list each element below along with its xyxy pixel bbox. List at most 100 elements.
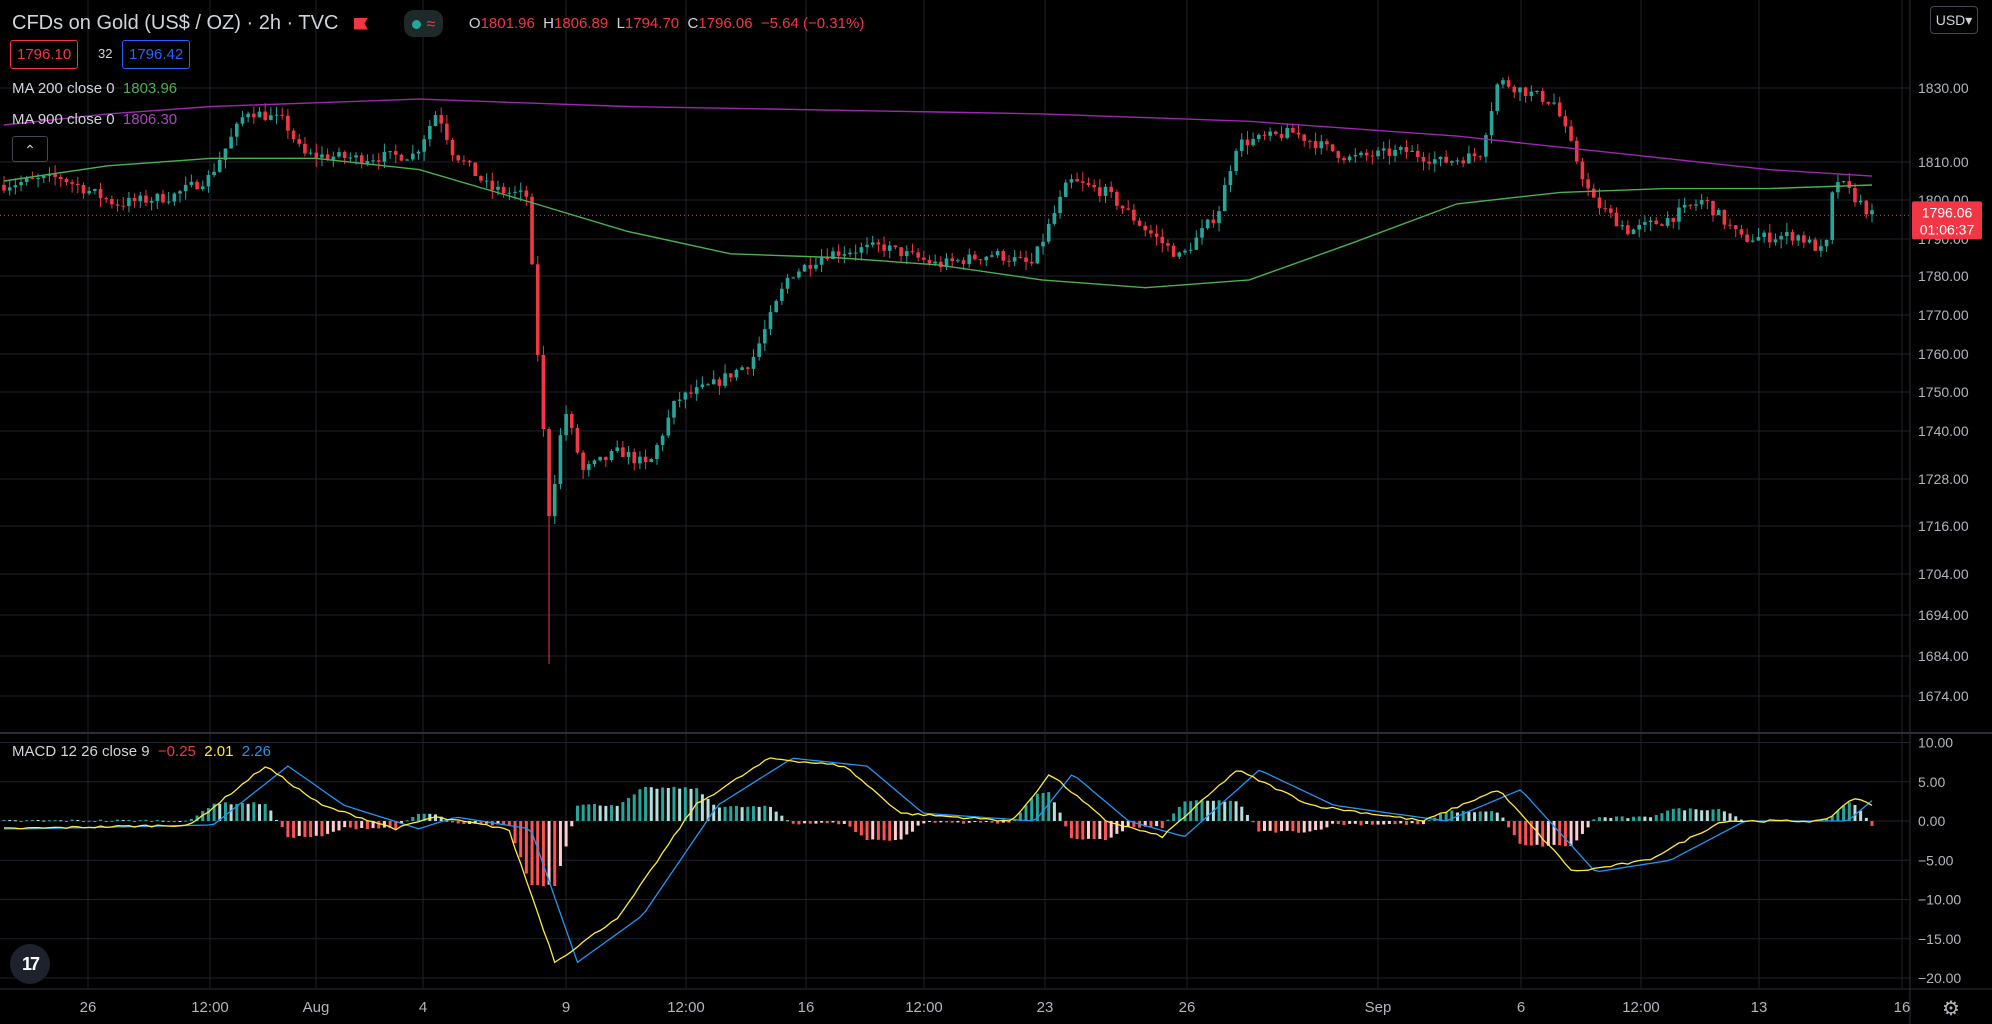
candle-body <box>1591 188 1596 198</box>
macd-histogram-bar <box>888 821 892 841</box>
candle-body <box>1643 222 1647 225</box>
currency-selector[interactable]: USD▾ <box>1930 6 1978 34</box>
candle-body <box>1563 116 1568 127</box>
interval[interactable]: 2h <box>258 11 281 34</box>
candle-body <box>1716 209 1721 216</box>
macd-histogram-bar <box>945 821 949 823</box>
candle-body <box>700 384 705 388</box>
candle-body <box>569 413 574 428</box>
gear-icon[interactable]: ⚙ <box>1942 998 1960 1020</box>
macd-histogram-bar <box>712 804 716 821</box>
macd-histogram-bar <box>1348 821 1352 824</box>
candle-body <box>1325 141 1329 145</box>
candle-body <box>1410 150 1414 152</box>
macd-histogram-bar <box>990 821 994 823</box>
macd-histogram-bar <box>837 821 841 825</box>
candle-body <box>1109 186 1113 193</box>
macd-histogram-bar <box>644 786 648 821</box>
time-axis-tick-label: 12:00 <box>191 999 229 1016</box>
macd-histogram-bar <box>1331 821 1335 824</box>
macd-histogram-bar <box>1200 799 1204 821</box>
candle-body <box>411 153 415 160</box>
macd-histogram-bar <box>564 821 568 847</box>
candle-body <box>1728 224 1732 226</box>
macd-histogram-bar <box>1325 821 1329 828</box>
candle-body <box>1308 140 1312 142</box>
candle-body <box>1518 87 1522 93</box>
macd-legend[interactable]: MACD 12 26 close 9 −0.25 2.01 2.26 <box>12 743 271 760</box>
time-axis-tick-label: 13 <box>1751 999 1768 1016</box>
candle-body <box>166 201 171 203</box>
macd-histogram-bar <box>235 803 239 821</box>
macd-histogram-bar <box>592 804 596 821</box>
chevron-up-icon[interactable]: ⌃ <box>12 136 48 162</box>
sell-price-button[interactable]: 1796.10 <box>10 40 79 69</box>
candle-body <box>1166 243 1170 246</box>
candle-body <box>1063 182 1068 197</box>
candle-body <box>1552 102 1556 104</box>
macd-histogram-bar <box>683 787 687 821</box>
macd-histogram-bar <box>1024 805 1028 821</box>
symbol-header[interactable]: CFDs on Gold (US$ / OZ) · 2h · TVC ≈ O18… <box>12 10 864 37</box>
separator: · <box>246 11 254 34</box>
tradingview-logo-icon[interactable]: 17 <box>10 944 50 984</box>
candle-body <box>1796 235 1800 241</box>
candle-body <box>1523 87 1528 96</box>
ma200-legend[interactable]: MA 200 close 0 1803.96 <box>12 80 177 97</box>
candle-body <box>1035 246 1040 264</box>
candle-body <box>1404 147 1409 152</box>
macd-histogram-bar <box>275 819 279 821</box>
candle-body <box>1222 185 1227 212</box>
candle-body <box>1802 235 1806 243</box>
time-axis-tick-label: 16 <box>1894 999 1911 1016</box>
macd-histogram-bar <box>451 821 455 823</box>
macd-histogram-bar <box>189 818 193 821</box>
macd-histogram-bar <box>729 806 733 821</box>
flag-icon[interactable] <box>353 17 368 30</box>
candle-body <box>1200 228 1204 238</box>
candle-body <box>1007 260 1011 262</box>
candle-body <box>1427 161 1431 164</box>
candle-body <box>496 186 500 190</box>
macd-histogram-bar <box>1609 817 1613 821</box>
macd-histogram-bar <box>240 803 244 821</box>
time-axis-tick-label: 6 <box>1517 999 1525 1016</box>
candle-body <box>575 427 580 453</box>
macd-histogram-bar <box>1654 815 1658 821</box>
macd-histogram-bar <box>996 821 1000 824</box>
candle-body <box>1597 197 1602 209</box>
candle-body <box>104 198 109 200</box>
macd-histogram-bar <box>661 787 665 821</box>
time-axis-tick-label: Sep <box>1365 999 1392 1016</box>
market-status-badge[interactable]: ≈ <box>403 10 444 37</box>
candle-body <box>348 157 353 159</box>
macd-histogram-bar <box>1064 821 1068 827</box>
ma900-legend[interactable]: MA 900 close 0 1806.30 <box>12 111 177 128</box>
macd-histogram-bar <box>984 821 988 823</box>
macd-histogram-bar <box>1160 821 1164 829</box>
macd-histogram-bar <box>1365 821 1369 825</box>
macd-histogram-bar <box>666 788 670 821</box>
candle-body <box>445 123 449 140</box>
macd-histogram-bar <box>320 821 324 837</box>
candle-body <box>865 244 869 248</box>
symbol-name[interactable]: CFDs on Gold (US$ / OZ) <box>12 11 241 34</box>
macd-histogram-bar <box>615 805 619 821</box>
buy-price-button[interactable]: 1796.42 <box>122 40 191 69</box>
candle-body <box>376 160 381 162</box>
macd-histogram-bar <box>689 788 693 821</box>
candle-body <box>507 192 512 194</box>
candle-body <box>1080 181 1085 183</box>
candle-body <box>956 260 960 262</box>
ma900-line <box>3 98 1873 177</box>
macd-histogram-bar <box>1240 806 1244 821</box>
price-axis-tick-label: 1830.00 <box>1918 80 1969 96</box>
macd-histogram-bar <box>1649 817 1653 821</box>
candle-body <box>683 392 688 400</box>
candle-body <box>592 460 597 465</box>
macd-histogram-bar <box>632 794 636 821</box>
candle-body <box>518 190 523 192</box>
candle-body <box>581 452 585 470</box>
macd-histogram-bar <box>700 794 704 821</box>
